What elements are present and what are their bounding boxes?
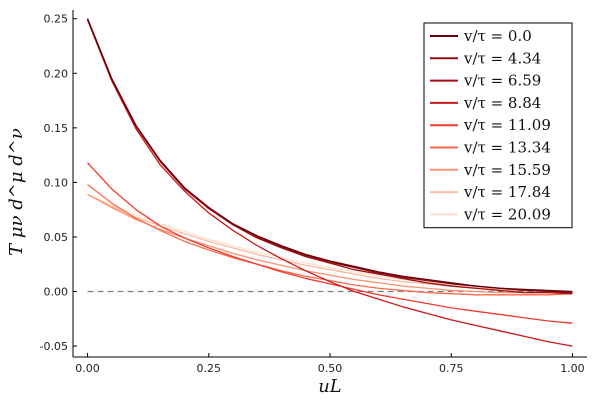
series-line — [87, 193, 573, 293]
legend: v/τ = 0.0 v/τ = 4.34 v/τ = 6.59 v/τ = 8.84 v… — [423, 22, 573, 229]
y-axis-label: T μν d^μ d^ν — [6, 128, 27, 256]
series-line — [87, 193, 573, 294]
series-line — [86, 18, 573, 293]
legend-label: v/τ = 15.59 — [463, 161, 551, 179]
x-tick-label: 1.00 — [560, 362, 585, 375]
y-tick-label: 0.05 — [44, 231, 69, 244]
x-tick-label: 0.25 — [197, 362, 222, 375]
y-tick-label: 0.00 — [44, 286, 69, 299]
x-tick-label: 0.75 — [439, 362, 464, 375]
legend-label: v/τ = 20.09 — [463, 205, 551, 223]
legend-label: v/τ = 4.34 — [463, 49, 541, 67]
legend-label: v/τ = 11.09 — [463, 116, 551, 134]
series-layer — [86, 18, 573, 347]
series-line — [87, 184, 573, 296]
y-tick-label: 0.15 — [44, 122, 69, 135]
series-line — [86, 19, 573, 295]
y-tick-label: 0.10 — [44, 176, 69, 189]
legend-label: v/τ = 6.59 — [463, 72, 541, 90]
x-tick-label: 0.50 — [318, 362, 343, 375]
y-tick-label: 0.20 — [44, 67, 69, 80]
x-tick-label: 0.00 — [75, 362, 100, 375]
tick-labels: 0.00 0.25 0.50 0.75 1.00 -0.05 0.00 0.05 0.10 0.1… — [40, 13, 585, 375]
series-line — [87, 162, 573, 324]
series-line — [86, 19, 573, 347]
y-tick-label: -0.05 — [40, 340, 68, 353]
x-axis-label: uL — [318, 376, 342, 397]
y-tick-label: 0.25 — [44, 13, 69, 26]
legend-label: v/τ = 13.34 — [463, 139, 551, 157]
legend-label: v/τ = 17.84 — [463, 183, 551, 201]
legend-label: v/τ = 8.84 — [463, 94, 541, 112]
legend-label: v/τ = 0.0 — [463, 27, 532, 45]
